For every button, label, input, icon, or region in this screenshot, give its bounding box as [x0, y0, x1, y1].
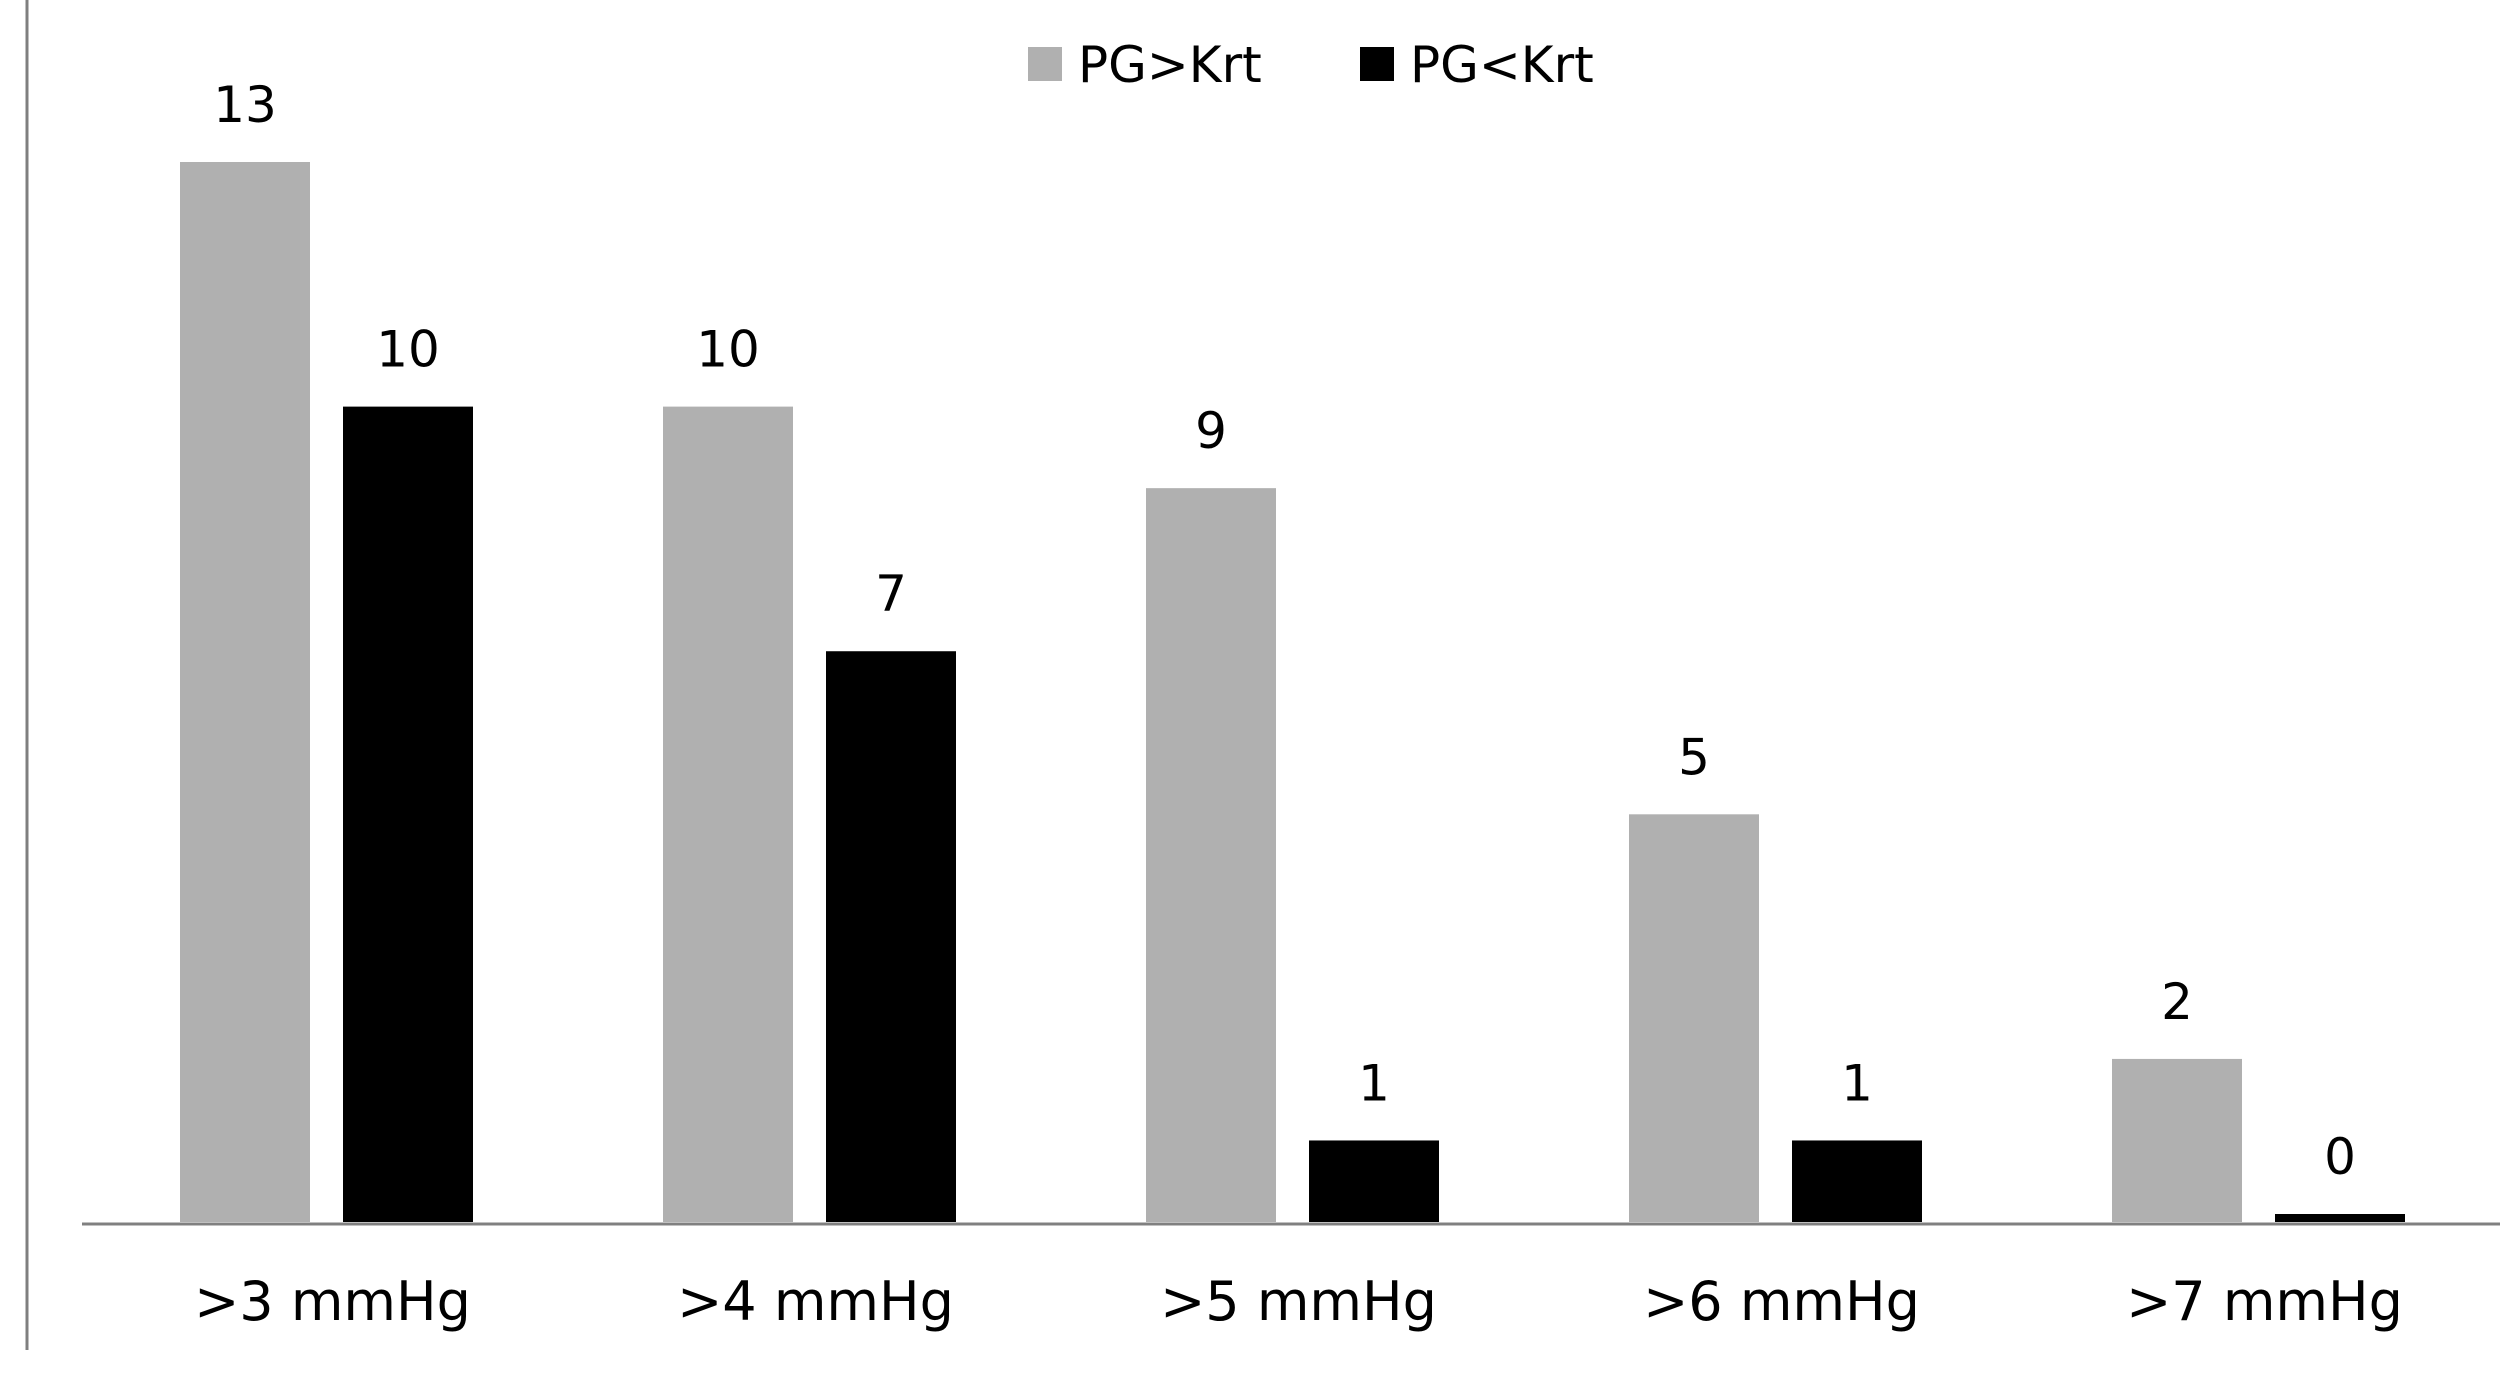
x-tick-label: >3 mmHg — [194, 1270, 471, 1333]
x-tick-label: >4 mmHg — [677, 1270, 954, 1333]
data-label: 1 — [1358, 1054, 1390, 1112]
bar-pg-gt-krt-2 — [663, 406, 793, 1223]
bar-pg-lt-krt-5 — [2275, 1214, 2405, 1222]
data-label: 5 — [1678, 728, 1710, 786]
bar-pg-gt-krt-3 — [1146, 488, 1276, 1223]
bar-pg-lt-krt-3 — [1309, 1140, 1439, 1222]
data-labels-layer: 13 10 10 7 9 1 5 1 2 0 — [213, 76, 2356, 1186]
bar-pg-lt-krt-1 — [343, 406, 473, 1223]
data-label: 7 — [875, 565, 907, 623]
data-label: 2 — [2161, 973, 2193, 1031]
data-label: 13 — [213, 76, 277, 134]
bar-pg-gt-krt-1 — [180, 162, 310, 1222]
data-label: 10 — [696, 321, 760, 379]
x-tick-label: >7 mmHg — [2126, 1270, 2403, 1333]
bars-layer — [180, 162, 2405, 1223]
data-label: 0 — [2324, 1128, 2356, 1186]
x-tick-label: >6 mmHg — [1643, 1270, 1920, 1333]
data-label: 10 — [376, 321, 440, 379]
legend-swatch-pg-gt-krt — [1028, 47, 1062, 81]
legend: PG>Krt PG<Krt — [1028, 36, 1594, 94]
legend-swatch-pg-lt-krt — [1360, 47, 1394, 81]
bar-pg-lt-krt-2 — [826, 651, 956, 1222]
data-label: 9 — [1195, 402, 1227, 460]
x-tick-labels-layer: >3 mmHg >4 mmHg >5 mmHg >6 mmHg >7 mmHg — [194, 1270, 2403, 1333]
x-tick-label: >5 mmHg — [1160, 1270, 1437, 1333]
bar-pg-gt-krt-4 — [1629, 814, 1759, 1222]
bar-pg-gt-krt-5 — [2112, 1058, 2242, 1222]
legend-label-pg-gt-krt: PG>Krt — [1078, 36, 1262, 94]
legend-label-pg-lt-krt: PG<Krt — [1410, 36, 1594, 94]
bar-pg-lt-krt-4 — [1792, 1140, 1922, 1222]
data-label: 1 — [1841, 1054, 1873, 1112]
